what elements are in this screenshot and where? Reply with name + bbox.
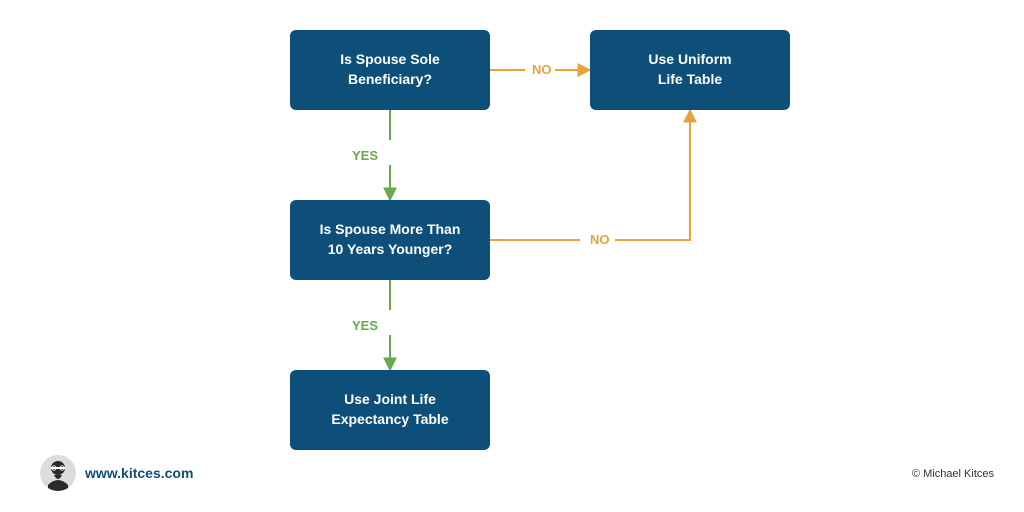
node-q2-spouse-10-years-younger: Is Spouse More Than10 Years Younger? [290, 200, 490, 280]
node-result-joint-life-table: Use Joint LifeExpectancy Table [290, 370, 490, 450]
flow-arrows [0, 0, 1024, 512]
node-q1-spouse-sole-beneficiary: Is Spouse SoleBeneficiary? [290, 30, 490, 110]
copyright-text: © Michael Kitces [912, 468, 994, 480]
avatar-icon [40, 455, 76, 491]
node-label: Use UniformLife Table [648, 50, 731, 89]
node-label: Is Spouse SoleBeneficiary? [340, 50, 440, 89]
edge-label-yes-1: YES [352, 148, 378, 163]
edge-label-no-1: NO [532, 62, 552, 77]
edge-label-yes-2: YES [352, 318, 378, 333]
node-label: Is Spouse More Than10 Years Younger? [320, 220, 461, 259]
edge-label-no-2: NO [590, 232, 610, 247]
website-link[interactable]: www.kitces.com [85, 465, 193, 481]
node-label: Use Joint LifeExpectancy Table [331, 390, 448, 429]
node-result-uniform-life-table: Use UniformLife Table [590, 30, 790, 110]
avatar [40, 455, 76, 491]
